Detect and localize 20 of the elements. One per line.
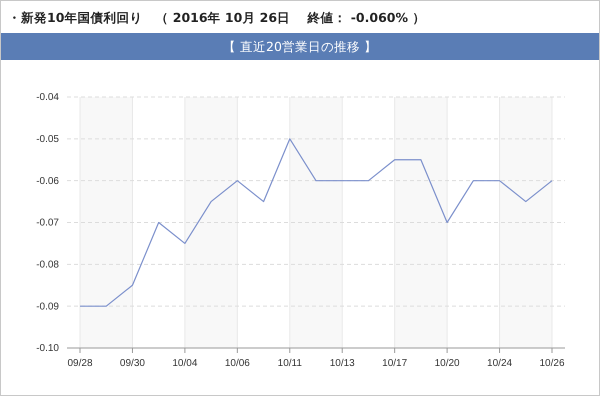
y-tick-label: -0.10 xyxy=(36,343,60,354)
y-tick-label: -0.06 xyxy=(36,176,60,187)
chart-subtitle: 【 直近20営業日の推移 】 xyxy=(223,39,377,54)
x-tick-label: 10/04 xyxy=(172,358,198,370)
y-tick-label: -0.04 xyxy=(36,92,60,104)
y-tick-label: -0.09 xyxy=(36,301,60,312)
x-tick-label: 10/11 xyxy=(278,358,302,370)
line-series xyxy=(79,138,553,307)
x-tick-label: 09/28 xyxy=(67,358,93,370)
y-tick-label: -0.08 xyxy=(36,260,60,271)
x-tick-label: 10/17 xyxy=(382,358,408,370)
chart-title: ・新発10年国債利回り （ 2016年 10月 26日 終値： -0.060% ） xyxy=(8,10,426,25)
x-tick-label: 10/24 xyxy=(487,358,513,370)
x-tick-label: 10/26 xyxy=(539,358,565,370)
y-tick-label: -0.07 xyxy=(36,218,60,229)
x-tick-label: 10/13 xyxy=(330,358,356,370)
x-tick-label: 10/20 xyxy=(434,358,460,370)
x-tick-label: 10/06 xyxy=(224,358,250,370)
x-tick-label: 09/30 xyxy=(120,358,146,370)
y-tick-label: -0.05 xyxy=(36,134,60,146)
